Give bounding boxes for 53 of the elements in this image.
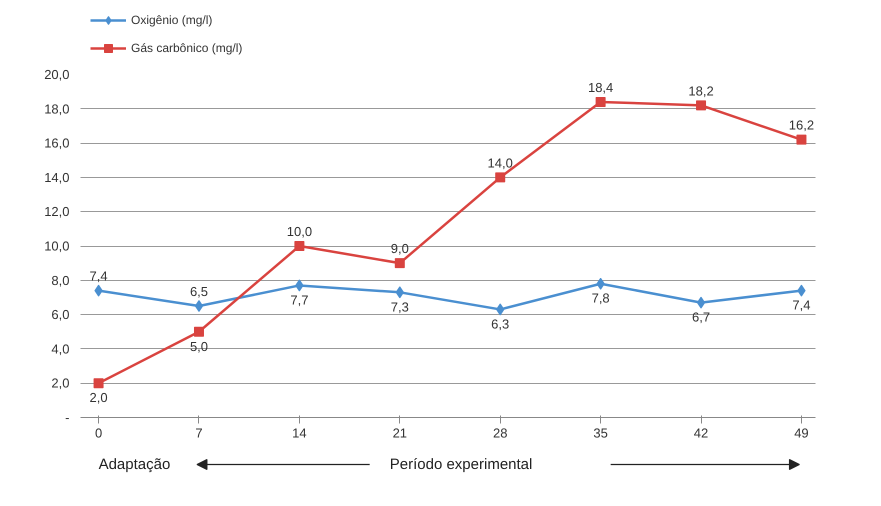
- point: [194, 300, 204, 312]
- x-tick-label: 35: [593, 426, 608, 440]
- point: [796, 134, 806, 145]
- x-tick-label: 7: [195, 426, 203, 440]
- y-tick-label: 4,0: [51, 341, 70, 356]
- point: [696, 296, 706, 309]
- x-tick-label: 49: [794, 426, 809, 440]
- x-tick-label: 21: [392, 426, 408, 440]
- data-label: 5,0: [190, 338, 208, 354]
- y-tick-label: 18,0: [44, 101, 70, 116]
- x-tick-label: 28: [492, 426, 508, 440]
- data-label: 7,7: [290, 292, 308, 308]
- y-tick-label: 2,0: [51, 376, 70, 391]
- text: Período experimental: [390, 456, 532, 473]
- data-label: 6,7: [692, 310, 710, 325]
- y-tick-label: 12,0: [44, 204, 70, 220]
- point: [696, 100, 706, 110]
- data-label: 16,2: [788, 118, 814, 133]
- legend-label: Oxigênio (mg/l): [131, 13, 212, 27]
- data-label: 7,3: [390, 299, 409, 314]
- point: [94, 378, 104, 388]
- data-label: 7,8: [592, 290, 610, 306]
- y-tick-label: 8,0: [51, 272, 70, 288]
- point: [194, 326, 204, 337]
- point: [94, 284, 103, 297]
- data-label: 6,3: [491, 316, 510, 332]
- data-label: 18,2: [688, 83, 714, 98]
- point: [797, 284, 806, 297]
- data-label: 14,0: [488, 155, 513, 170]
- y-tick-label: 16,0: [44, 136, 70, 151]
- point: [495, 172, 506, 182]
- y-tick-label: 20,0: [44, 67, 70, 82]
- data-label: 6,5: [190, 284, 208, 300]
- y-tick-label: 10,0: [44, 238, 70, 254]
- data-label: 10,0: [286, 224, 312, 239]
- text: Adaptação: [98, 456, 170, 473]
- data-label: 18,4: [588, 80, 614, 95]
- data-label: 7,4: [792, 298, 810, 313]
- data-label: 7,4: [90, 268, 108, 284]
- data-label: 9,0: [390, 241, 409, 256]
- point: [295, 279, 304, 292]
- point: [294, 241, 304, 251]
- y-tick-label: 14,0: [44, 170, 70, 185]
- y-tick-label: -: [65, 410, 70, 425]
- point: [596, 96, 606, 107]
- x-tick-label: 14: [292, 426, 307, 440]
- point: [596, 278, 605, 290]
- x-tick-label: 0: [94, 426, 102, 440]
- y-tick-label: 6,0: [51, 307, 70, 322]
- data-label: 2,0: [90, 390, 108, 406]
- x-tick-label: 42: [694, 426, 708, 440]
- legend-label: Gás carbônico (mg/l): [131, 41, 242, 55]
- point: [394, 258, 405, 268]
